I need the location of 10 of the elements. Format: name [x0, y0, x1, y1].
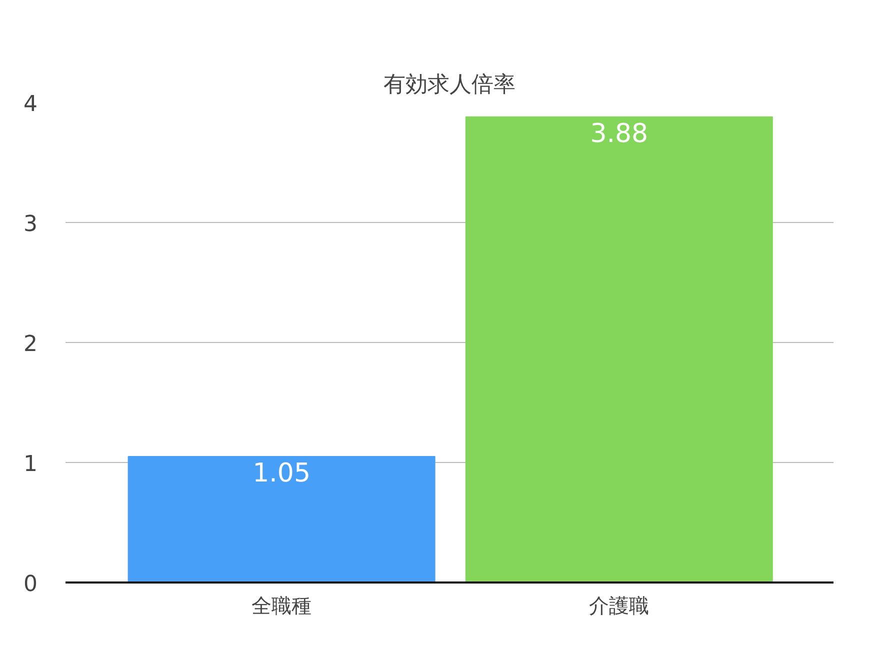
- y-tick-label: 3: [24, 212, 38, 237]
- y-tick-label: 0: [24, 572, 38, 597]
- data-label: 3.88: [590, 118, 648, 149]
- data-label: 1.05: [252, 458, 310, 488]
- y-tick-label: 2: [24, 332, 38, 357]
- x-tick-label: 介護職: [589, 594, 650, 618]
- y-tick-label: 4: [24, 92, 38, 117]
- x-tick-label: 全職種: [252, 594, 312, 618]
- chart-title: 有効求人倍率: [384, 72, 516, 98]
- y-tick-label: 1: [24, 452, 38, 477]
